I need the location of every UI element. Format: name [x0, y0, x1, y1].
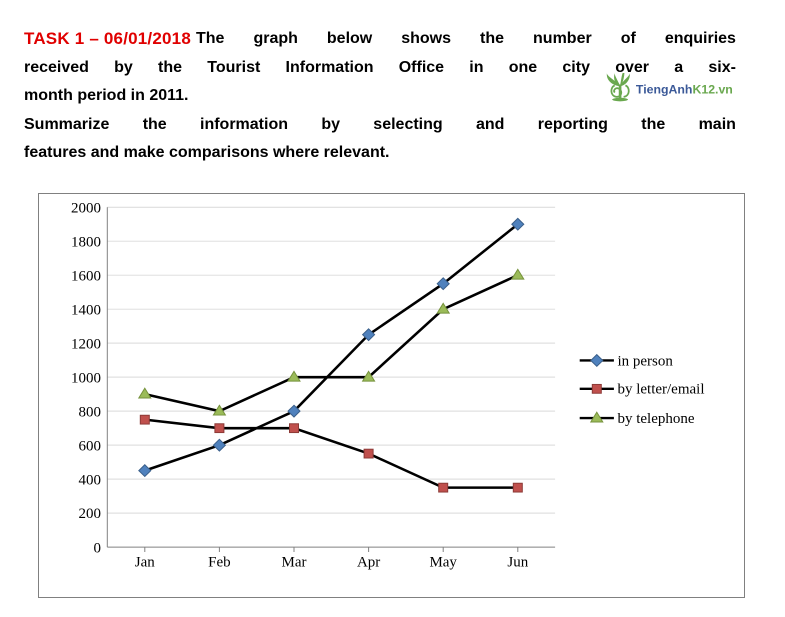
svg-text:1600: 1600: [71, 269, 101, 285]
svg-text:Jun: Jun: [507, 555, 528, 571]
svg-text:2000: 2000: [71, 201, 101, 217]
svg-text:Mar: Mar: [282, 555, 307, 571]
svg-text:by telephone: by telephone: [618, 411, 695, 427]
svg-text:800: 800: [79, 405, 101, 421]
svg-text:by letter/email: by letter/email: [618, 382, 705, 398]
svg-text:600: 600: [79, 438, 101, 454]
svg-text:Jan: Jan: [135, 555, 156, 571]
svg-text:1400: 1400: [71, 302, 101, 318]
svg-text:1800: 1800: [71, 234, 101, 250]
svg-text:1000: 1000: [71, 370, 101, 386]
svg-text:Apr: Apr: [357, 555, 380, 571]
svg-text:400: 400: [79, 473, 101, 489]
svg-text:0: 0: [93, 541, 101, 557]
svg-text:Feb: Feb: [208, 555, 230, 571]
svg-text:May: May: [429, 555, 457, 571]
svg-text:in person: in person: [618, 354, 674, 370]
svg-text:TiengAnhK12.vn: TiengAnhK12.vn: [636, 82, 733, 96]
svg-text:200: 200: [79, 506, 101, 522]
svg-text:1200: 1200: [71, 337, 101, 353]
